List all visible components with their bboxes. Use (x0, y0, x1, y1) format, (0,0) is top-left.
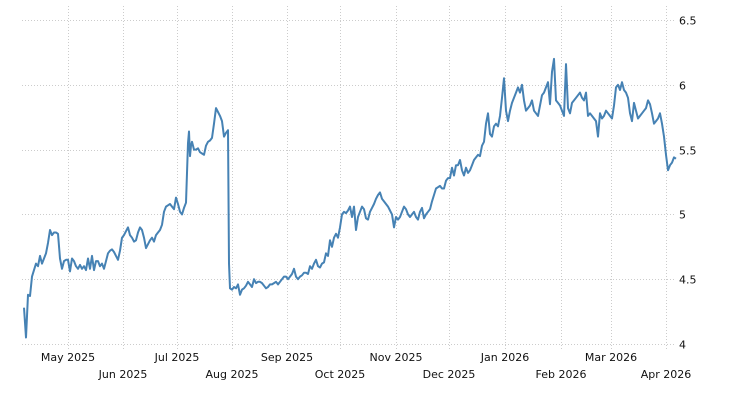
x-tick-label: Mar 2026 (585, 351, 637, 364)
y-tick-label: 5.5 (679, 145, 697, 158)
x-tick-label: Dec 2025 (423, 368, 476, 381)
x-tick-label: Sep 2025 (261, 351, 313, 364)
x-tick-label: Apr 2026 (641, 368, 692, 381)
y-tick-label: 5 (679, 209, 686, 222)
data-line (23, 57, 677, 339)
x-tick-label: Feb 2026 (536, 368, 587, 381)
y-tick-label: 4 (679, 339, 686, 352)
y-tick-label: 4.5 (679, 274, 697, 287)
y-tick-label: 6 (679, 80, 686, 93)
x-tick-label: May 2025 (41, 351, 95, 364)
y-tick-label: 6.5 (679, 15, 697, 28)
x-tick-label: Jul 2025 (154, 351, 200, 364)
x-tick-label: Jan 2026 (480, 351, 529, 364)
x-tick-label: Nov 2025 (370, 351, 423, 364)
y-axis-tick-labels: 4 4.5 5 5.5 6 6.5 (679, 15, 697, 352)
vertical-gridlines (68, 6, 667, 350)
x-tick-label: Aug 2025 (206, 368, 259, 381)
x-tick-label: Jun 2025 (98, 368, 148, 381)
x-tick-label: Oct 2025 (315, 368, 366, 381)
horizontal-gridlines (22, 20, 676, 345)
